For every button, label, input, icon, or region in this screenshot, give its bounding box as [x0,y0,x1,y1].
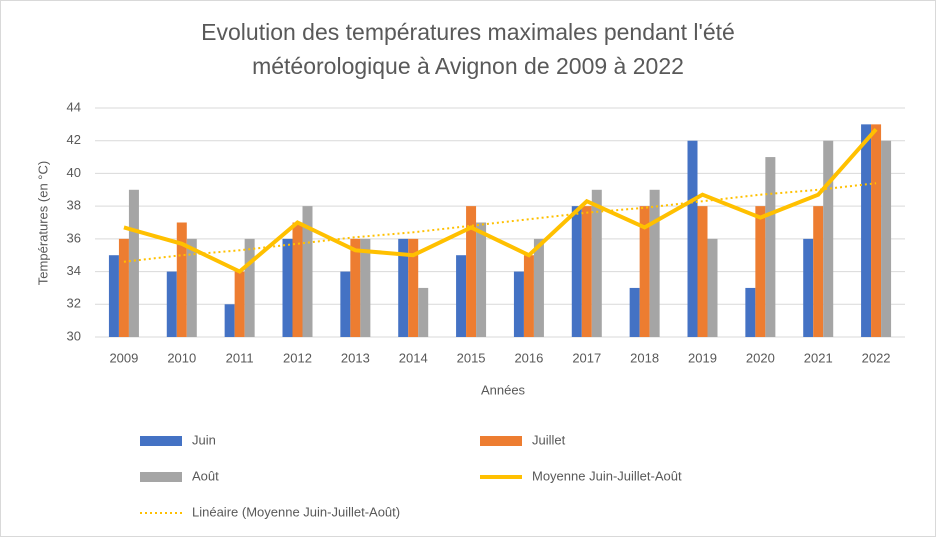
bar [350,238,361,337]
x-tick-label: 2016 [514,350,543,365]
x-tick-label: 2011 [226,350,254,365]
bar [118,238,129,337]
bar [282,238,293,337]
bar [302,206,313,337]
chart-title: Evolution des températures maximales pen… [201,19,735,45]
y-axis-label: Températures (en °C) [35,161,50,285]
bar [803,238,814,337]
y-tick-label: 42 [67,132,81,147]
y-tick-label: 36 [67,230,81,245]
bar [186,238,197,337]
x-tick-label: 2009 [109,350,138,365]
bar [128,189,139,337]
bar [755,206,766,337]
x-tick-label: 2022 [862,350,891,365]
bar [476,222,487,337]
bar [398,238,409,337]
bar [571,206,582,337]
bar [533,238,544,337]
bar [861,124,872,337]
bar [360,238,371,337]
x-axis-label: Années [481,382,526,397]
y-tick-label: 32 [67,296,81,311]
bar [881,140,892,337]
x-tick-label: 2010 [167,350,196,365]
bar [523,255,534,337]
y-tick-label: 38 [67,198,81,213]
y-tick-label: 40 [67,165,81,180]
bar [513,271,524,337]
line [123,127,878,274]
bar [707,238,718,337]
bar [871,124,882,337]
bar [765,157,776,337]
y-tick-label: 34 [67,263,81,278]
x-tick-label: 2014 [399,350,428,365]
bar [687,140,698,337]
y-tick-label: 44 [67,99,81,114]
bar [292,222,303,337]
bar [813,206,824,337]
bar [591,189,602,337]
bar [340,271,351,337]
legend-swatch [480,436,522,446]
x-tick-label: 2020 [746,350,775,365]
x-tick-label: 2019 [688,350,717,365]
x-tick-label: 2015 [457,350,486,365]
x-tick-label: 2013 [341,350,370,365]
legend-label: Juin [192,432,216,447]
bar [745,287,756,337]
trend-line [123,182,877,263]
bar [244,238,255,337]
x-tick-label: 2012 [283,350,312,365]
y-tick-label: 30 [67,328,81,343]
x-tick-label: 2017 [572,350,601,365]
bar [639,206,650,337]
chart-title: météorologique à Avignon de 2009 à 2022 [252,53,684,79]
x-tick-label: 2018 [630,350,659,365]
bar [108,255,119,337]
bar [466,206,477,337]
legend-label: Juillet [532,432,566,447]
bar [456,255,467,337]
legend-label: Août [192,468,219,483]
bar [649,189,660,337]
bar [176,222,187,337]
bar [581,206,592,337]
x-tick-label: 2021 [804,350,833,365]
bar [697,206,708,337]
legend-swatch [140,472,182,482]
bar [418,287,429,337]
bar [629,287,640,337]
legend-label: Moyenne Juin-Juillet-Août [532,468,682,483]
bar [823,140,834,337]
bar [166,271,177,337]
bar [224,304,235,337]
legend-label: Linéaire (Moyenne Juin-Juillet-Août) [192,504,400,519]
bar [408,238,419,337]
legend-swatch [140,436,182,446]
bar [234,271,245,337]
